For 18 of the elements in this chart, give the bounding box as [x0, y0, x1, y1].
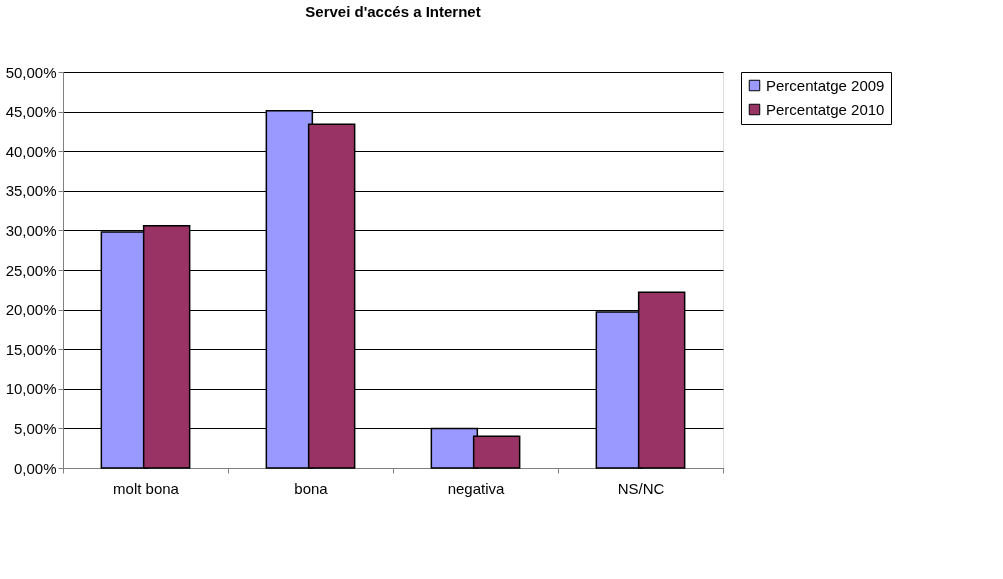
y-tick-label: 15,00% — [5, 340, 57, 358]
y-tick-label: 20,00% — [5, 301, 57, 319]
legend-label: Percentatge 2009 — [766, 76, 885, 94]
y-tick-label: 45,00% — [5, 103, 57, 121]
y-tick-label: 0,00% — [13, 459, 57, 477]
y-tick-label: 30,00% — [5, 221, 57, 239]
y-tick-label: 35,00% — [5, 182, 57, 200]
y-tick-label: 50,00% — [5, 63, 57, 81]
y-tick-label: 5,00% — [13, 419, 57, 437]
legend-label: Percentatge 2010 — [766, 100, 885, 118]
y-tick-label: 40,00% — [5, 142, 57, 160]
x-tick-label: negativa — [447, 479, 506, 497]
x-tick-label: molt bona — [113, 479, 180, 497]
x-tick-label: NS/NC — [617, 479, 665, 497]
y-tick-label: 25,00% — [5, 261, 57, 279]
chart-title: Servei d'accés a Internet — [305, 3, 481, 20]
y-tick-label: 10,00% — [5, 380, 57, 398]
x-tick-label: bona — [294, 479, 329, 497]
